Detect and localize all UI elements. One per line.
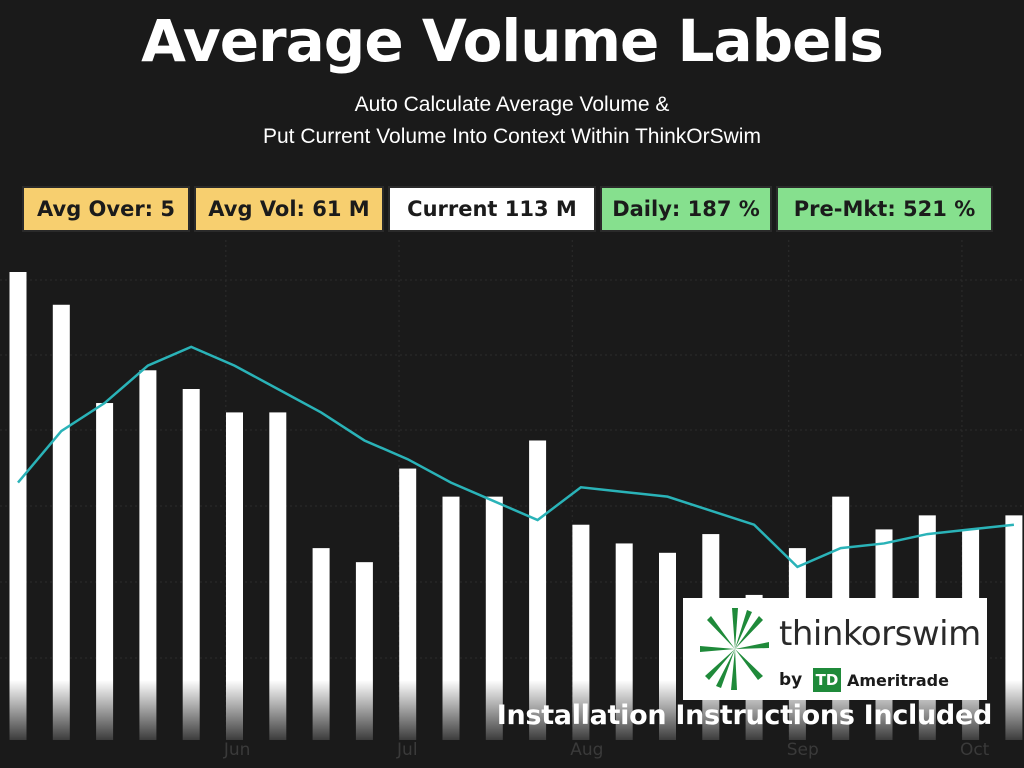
pre-market-percent-label: Pre-Mkt: 521 %: [776, 186, 993, 232]
subtitle-line-2: Put Current Volume Into Context Within T…: [263, 125, 761, 148]
average-volume-polyline: [17, 345, 1015, 569]
page-title: Average Volume Labels: [141, 7, 884, 75]
daily-percent-label: Daily: 187 %: [600, 186, 772, 232]
avg-vol-label: Avg Vol: 61 M: [194, 186, 384, 232]
volume-bar: [9, 272, 27, 740]
td-badge: TD: [813, 668, 841, 692]
volume-bar: [399, 468, 417, 740]
installation-note: Installation Instructions Included: [496, 700, 993, 731]
thinkorswim-logo: thinkorswim by TD Ameritrade: [683, 598, 987, 700]
volume-bar: [269, 412, 287, 740]
subtitle-line-1: Auto Calculate Average Volume &: [354, 93, 670, 116]
current-volume-label: Current 113 M: [388, 186, 596, 232]
volume-bar: [96, 403, 114, 740]
avg-over-label: Avg Over: 5: [22, 186, 190, 232]
volume-bar: [442, 496, 460, 740]
average-volume-line: [17, 345, 1015, 569]
volume-bar: [226, 412, 243, 740]
x-axis-month-label: Oct: [959, 740, 990, 760]
x-axis-month-label: Jul: [397, 740, 418, 760]
volume-bar: [52, 304, 70, 740]
volume-bar: [139, 370, 157, 740]
x-axis-month-label: Jun: [223, 740, 251, 760]
volume-bar: [182, 389, 200, 740]
thinkorswim-wordmark: thinkorswim: [779, 614, 981, 654]
logo-by-text: by: [779, 670, 803, 690]
ameritrade-text: Ameritrade: [847, 671, 949, 690]
x-axis-month-label: Sep: [786, 740, 819, 760]
x-axis-month-label: Aug: [570, 740, 604, 760]
volume-bar: [485, 496, 503, 740]
thinkorswim-burst-icon: [700, 608, 769, 690]
